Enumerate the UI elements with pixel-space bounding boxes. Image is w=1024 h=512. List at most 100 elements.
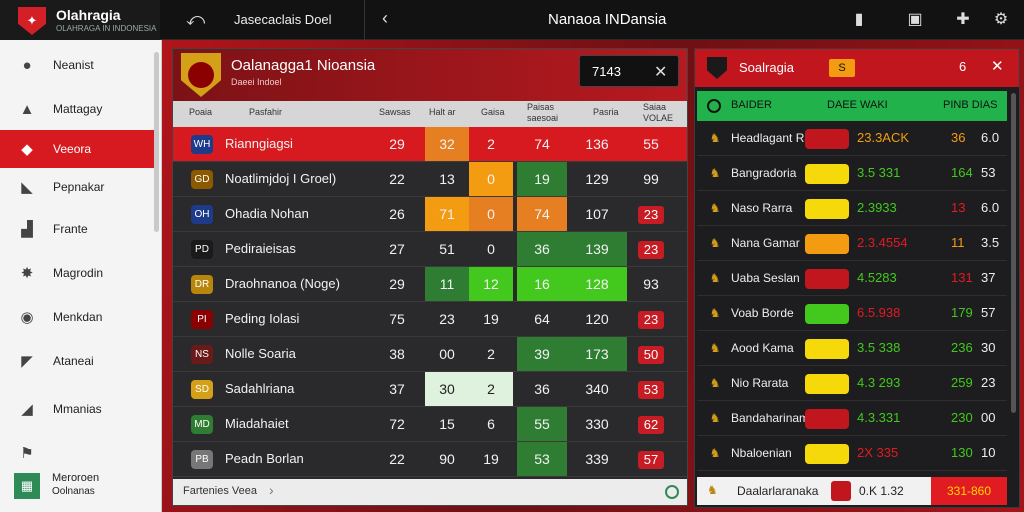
stat-cell: 2 <box>469 372 513 406</box>
column-header[interactable]: Saiaa VOLAE <box>643 102 674 123</box>
odds-row[interactable]: ♞ Uaba Seslan 4.5283 131 37 <box>697 261 1007 296</box>
club-name: Draohnanoa (Noge) <box>225 276 340 291</box>
sidebar-item-9[interactable]: ◢ Mmanias <box>0 390 154 428</box>
table-row[interactable]: GD Noatlimjdoj I Groel) 22 13 0 19 129 99 <box>173 162 687 197</box>
column-header[interactable]: Pasria <box>593 107 619 117</box>
sidebar-item-3[interactable]: ◆ Veeora <box>0 130 154 168</box>
column-header[interactable]: Pasfahir <box>249 107 283 117</box>
sidebar-footer-line1: Meroroen <box>52 472 100 484</box>
club-crest-icon: PD <box>191 240 213 259</box>
sidebar-footer-item[interactable]: ▦ Meroroen Oolnanas <box>14 470 156 506</box>
club-crest-icon: NS <box>191 345 213 364</box>
standings-panel: Oalanagga1 Nioansia Daeei Indoel 7143 ✕ … <box>172 48 688 506</box>
odds-row[interactable]: ♞ Bangradoria 3.5 331 164 53 <box>697 156 1007 191</box>
sidebar-scrollbar[interactable] <box>154 52 159 232</box>
table-row[interactable]: MD Miadahaiet 72 15 6 55 330 62 <box>173 407 687 442</box>
sidebar-item-10[interactable]: ⚑ <box>0 434 154 472</box>
table-row[interactable]: NS Nolle Soaria 38 00 2 39 173 50 <box>173 337 687 372</box>
odds-b: 6.0 <box>981 200 1000 215</box>
table-row[interactable]: PB Peadn Borlan 22 90 19 53 339 57 <box>173 442 687 477</box>
odds-column-bar: BAIDER DAEE WAKI PINB DIAS <box>697 91 1007 121</box>
panel-subtitle: Daeei Indoel <box>231 77 282 87</box>
odds-a: 164 <box>951 165 973 180</box>
club-crest-icon: ♞ <box>709 411 721 425</box>
stat-badge: 23 <box>638 241 664 259</box>
table-row[interactable]: DR Draohnanoa (Noge) 29 11 12 16 128 93 <box>173 267 687 302</box>
footer-link[interactable]: Fartenies Veea <box>183 485 257 497</box>
chevron-right-icon[interactable]: › <box>269 482 274 498</box>
table-row[interactable]: WH Rianngiagsi 29 32 2 74 136 55 <box>173 127 687 162</box>
odds-value: 4.5283 <box>857 270 897 285</box>
stat-cell: 23 <box>629 302 673 336</box>
window-icon[interactable]: ▣ <box>907 11 923 28</box>
sidebar-item-label: Magrodin <box>53 266 104 280</box>
table-header: Poaia Pasfahir Sawsas Halt ar Gaisa Paisas sa… <box>173 101 687 127</box>
stat-cell: 53 <box>517 442 567 476</box>
sidebar-item-label: Veeora <box>53 142 92 156</box>
stat-cell: 139 <box>567 232 627 266</box>
club-crest-icon: DR <box>191 275 213 294</box>
odds-row[interactable]: ♞ Naso Rarra 2.3933 13 6.0 <box>697 191 1007 226</box>
club-crest-icon: SD <box>191 380 213 399</box>
close-icon[interactable]: ✕ <box>991 58 1004 75</box>
stat-cell: 16 <box>517 267 567 301</box>
sidebar-item-4[interactable]: ◣ Pepnakar <box>0 168 154 206</box>
column-header[interactable]: Gaisa <box>481 107 505 117</box>
odds-value: 4.3.331 <box>857 410 901 425</box>
stat-cell: 72 <box>389 416 405 432</box>
odds-value: 2.3.4554 <box>857 235 908 250</box>
refresh-icon[interactable] <box>665 485 679 499</box>
settings-icon[interactable]: ✚ <box>956 11 970 28</box>
wolf-icon: ◣ <box>21 179 33 196</box>
stat-cell: 120 <box>585 311 609 327</box>
close-icon[interactable]: ✕ <box>654 64 668 81</box>
odds-row[interactable]: ♞ Nbaloenian 2X 335 130 10 <box>697 436 1007 471</box>
back-circle-icon[interactable] <box>707 99 721 113</box>
breadcrumb[interactable]: Jasecaclais Doel <box>234 12 332 27</box>
stat-cell: 339 <box>585 451 609 467</box>
odds-row[interactable]: ♞ Bandaharinamai 4.3.331 230 00 <box>697 401 1007 436</box>
club-badge-icon <box>805 199 849 219</box>
brand[interactable]: ✦ Olahragia OLAHRAGA IN INDONESIA <box>0 0 160 40</box>
score-box[interactable]: 7143 ✕ <box>579 55 679 87</box>
sidebar-item-8[interactable]: ◤ Ataneai <box>0 342 154 380</box>
table-row[interactable]: PI Peding Iolasi 75 23 19 64 120 23 <box>173 302 687 337</box>
club-name: Aood Kama <box>731 341 794 355</box>
odds-row[interactable]: ♞ Aood Kama 3.5 338 236 30 <box>697 331 1007 366</box>
book-icon[interactable]: ▮ <box>854 11 864 28</box>
odds-row[interactable]: ♞ Headlagant Rain 23.3ACK 36 6.0 <box>697 121 1007 156</box>
ball-icon: ● <box>22 56 32 74</box>
odds-row[interactable]: ♞ Nana Gamar 2.3.4554 11 3.5 <box>697 226 1007 261</box>
back-arrow-icon[interactable]: ⤺ <box>186 9 206 29</box>
badge-icon: ◉ <box>20 309 34 326</box>
table-row[interactable]: PD Pediraieisas 27 51 0 36 139 23 <box>173 232 687 267</box>
odds-row[interactable]: ♞ Nio Rarata 4.3 293 259 23 <box>697 366 1007 401</box>
column-header[interactable]: Halt ar <box>429 107 456 117</box>
odds-header: Soalragia S 6 ✕ <box>695 49 1019 87</box>
column-header[interactable]: Paisas saesoai <box>527 102 559 123</box>
column-header[interactable]: Sawsas <box>379 107 411 117</box>
odds-footer-value: 0.K 1.32 <box>859 484 904 498</box>
club-crest-icon <box>181 53 221 97</box>
odds-scrollbar[interactable] <box>1011 93 1016 413</box>
table-row[interactable]: SD Sadahlriana 37 30 2 36 340 53 <box>173 372 687 407</box>
odds-b: 00 <box>981 410 996 425</box>
chevron-left-icon[interactable]: ‹ <box>382 8 388 28</box>
sidebar-item-7[interactable]: ◉ Menkdan <box>0 298 154 336</box>
stat-cell: 340 <box>585 381 609 397</box>
sidebar-footer-line2: Oolnanas <box>52 486 95 497</box>
odds-footer-row[interactable]: ♞ Daalarlaranaka 0.K 1.32 331-860 <box>697 477 1007 505</box>
odds-row[interactable]: ♞ Voab Borde 6.5.938 179 57 <box>697 296 1007 331</box>
sidebar-item-2[interactable]: ▲ Mattagay <box>0 90 154 128</box>
stat-cell: 39 <box>517 337 567 371</box>
table-row[interactable]: OH Ohadia Nohan 26 71 0 74 107 23 <box>173 197 687 232</box>
column-header[interactable]: Poaia <box>189 107 213 117</box>
odds-col-2: DAEE WAKI <box>827 99 888 111</box>
sidebar-item-6[interactable]: ✸ Magrodin <box>0 254 154 292</box>
window-title: Nanaoa INDansia <box>548 11 667 28</box>
club-badge-icon <box>805 444 849 464</box>
grid-icon: ▦ <box>14 473 40 499</box>
gear-icon[interactable]: ⚙ <box>993 11 1009 28</box>
sidebar-item-5[interactable]: ▟ Frante <box>0 210 154 248</box>
sidebar-item-1[interactable]: ● Neanist <box>0 46 154 84</box>
